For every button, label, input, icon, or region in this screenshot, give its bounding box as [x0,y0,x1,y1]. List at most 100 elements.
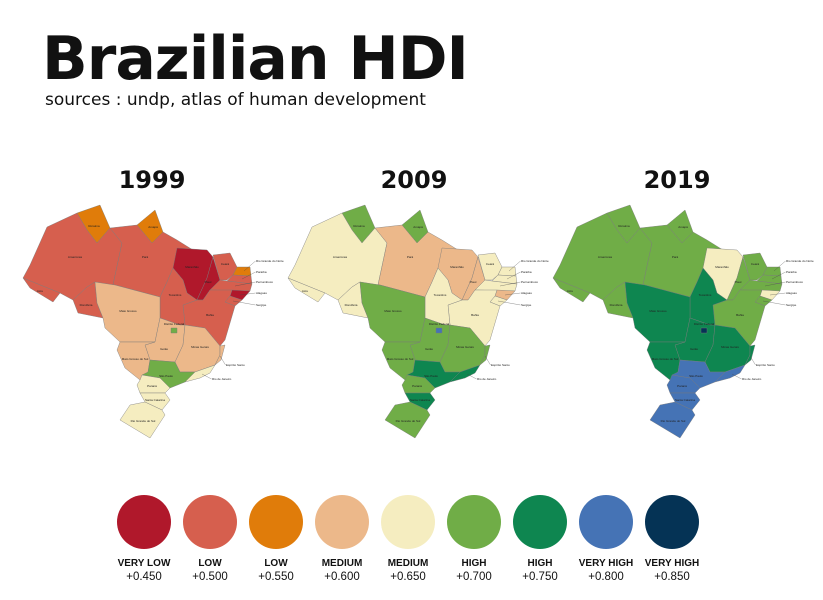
state-pe [739,279,783,292]
state-label: Acre [302,289,309,293]
legend-item: MEDIUM +0.600 [309,495,375,584]
state-label: Sergipe [256,303,267,307]
label-leader-line [764,281,786,287]
legend-swatch [447,495,501,549]
state-label: Rio de Janeiro [742,377,762,381]
label-leader-line [771,271,786,280]
state-rs [119,401,166,439]
legend-item: MEDIUM +0.650 [375,495,441,584]
state-label: Roraima [88,224,100,228]
state-label: Santa Catarina [410,398,430,402]
legend-label: MEDIUM [321,558,363,569]
label-leader-line [749,355,756,366]
label-leader-line [466,373,477,380]
state-label: Acre [37,289,44,293]
legend-item: VERY HIGH +0.800 [573,495,639,584]
state-es [479,344,491,366]
state-es [214,344,226,366]
state-label: Amazonas [598,255,613,259]
label-leader-line [499,281,521,287]
state-ac [552,277,591,303]
state-ac [287,277,326,303]
state-label: Acre [567,289,574,293]
state-label: Rio Grande do Sul [396,419,421,423]
page-subtitle: sources : undp, atlas of human developme… [45,90,426,110]
state-label: Rio de Janeiro [212,377,232,381]
state-label: Mato Grosso [384,309,402,313]
legend-label: LOW [264,558,288,569]
state-label: Mato Grosso [649,309,667,313]
state-label: Rio Grande do Norte [521,259,549,263]
state-label: Rondônia [345,303,358,307]
state-label: Rio de Janeiro [477,377,497,381]
legend-swatch [117,495,171,549]
legend-label: VERY HIGH [578,558,634,569]
state-label: Paraná [677,384,687,388]
legend-value: +0.700 [456,571,492,583]
state-label: Sergipe [521,303,532,307]
state-label: Mato Grosso do Sul [387,357,414,361]
label-leader-line [484,355,491,366]
state-rs [384,401,431,439]
state-label: Bahia [471,313,479,317]
state-ac [22,277,61,303]
state-label: Alagoas [786,291,797,295]
label-leader-line [201,373,212,380]
label-leader-line [234,281,256,287]
state-label: Goiás [425,347,433,351]
state-es [744,344,756,366]
state-label: Paraná [412,384,422,388]
legend-item: VERY LOW +0.450 [111,495,177,584]
state-label: Rio Grande do Norte [786,259,814,263]
legend-value: +0.800 [588,571,624,583]
legend-label: HIGH [527,558,553,569]
state-label: Bahia [736,313,744,317]
label-leader-line [731,373,742,380]
state-label: Rondônia [80,303,93,307]
state-label: Alagoas [256,291,267,295]
state-label: Espírito Santo [491,363,510,367]
state-label: Tocantins [169,293,182,297]
state-pr [136,374,171,394]
state-label: Amapá [148,225,158,229]
label-leader-line [508,260,521,272]
legend-swatch [513,495,567,549]
state-label: Espírito Santo [226,363,245,367]
state-label: Amapá [678,225,688,229]
state-label: Alagoas [521,291,532,295]
legend-swatch [249,495,303,549]
legend-swatch [579,495,633,549]
state-label: Pernambuco [521,280,538,284]
state-sc [404,392,436,411]
state-label: Goiás [160,347,168,351]
state-label: Pará [672,255,679,259]
state-label: Distrito Federal [694,322,715,326]
state-label: Tocantins [699,293,712,297]
map-2019: Roraima Amapá Amazonas Acre Rondônia Pará Mara… [552,204,814,439]
label-leader-line [243,260,256,272]
legend-swatch [381,495,435,549]
state-pe [474,279,518,292]
label-leader-line [232,300,256,306]
legend-swatch [645,495,699,549]
state-label: Distrito Federal [429,322,450,326]
legend-value: +0.850 [654,571,690,583]
label-leader-line [239,292,256,296]
state-sc [139,392,171,411]
state-df [170,327,178,334]
state-label: Ceará [486,262,495,266]
state-label: Amazonas [333,255,348,259]
state-label: Santa Catarina [145,398,165,402]
state-label: Ceará [751,262,760,266]
state-label: Bahia [206,313,214,317]
state-label: São Paulo [689,374,703,378]
state-pr [666,374,701,394]
state-label: Minas Gerais [191,345,209,349]
legend-value: +0.650 [390,571,426,583]
state-label: Espírito Santo [756,363,775,367]
map-2009: Roraima Amapá Amazonas Acre Rondônia Pará Mara… [287,204,549,439]
legend-value: +0.600 [324,571,360,583]
state-label: Paraná [147,384,157,388]
year-title-2009: 2009 [380,166,448,194]
